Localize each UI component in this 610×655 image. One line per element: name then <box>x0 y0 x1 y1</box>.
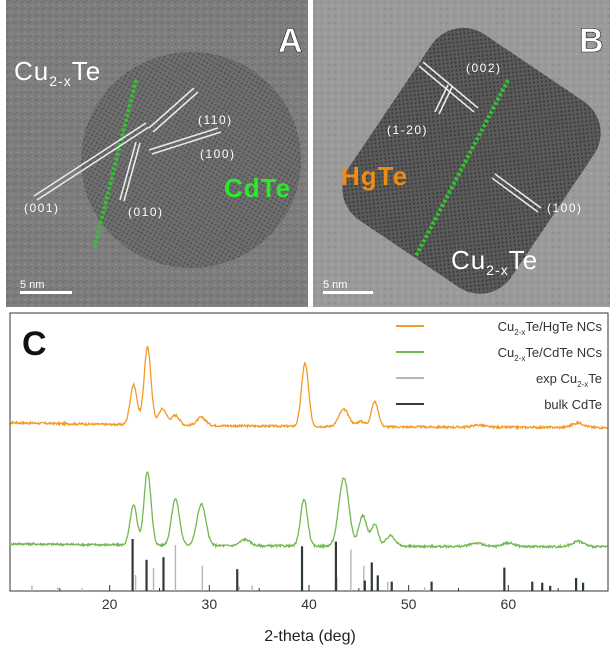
plane-label: (100) <box>200 147 236 161</box>
lattice-plane-markers <box>418 61 542 213</box>
x-tick-label: 30 <box>202 596 218 612</box>
panel-a-tem-image: A Cu2-xTe CdTe (110) (100) (001) (010) 5… <box>6 0 308 307</box>
nanocrystal <box>342 27 601 294</box>
panel-b-tem-image: B HgTe Cu2-xTe (002) (1-20) (100) 5 nm <box>313 0 610 307</box>
scale-bar-label: 5 nm <box>323 279 347 291</box>
nanocrystal <box>81 52 301 268</box>
legend-label: Cu2-xTe/HgTe NCs <box>498 319 603 337</box>
plane-label: (100) <box>547 201 583 215</box>
x-tick-label: 40 <box>301 596 317 612</box>
xrd-trace-1 <box>9 345 608 431</box>
panel-c-xrd-chart: C 20 30 40 50 60 Cu2-xTe/HgTe NCs Cu2-xTe/CdT… <box>0 311 610 650</box>
scale-bar-label: 5 nm <box>20 279 44 291</box>
legend-label: bulk CdTe <box>544 397 602 412</box>
plane-label: (001) <box>24 201 60 215</box>
panel-letter: C <box>22 325 47 363</box>
x-axis: 20 30 40 50 60 <box>9 585 609 612</box>
panel-letter: B <box>579 22 604 60</box>
legend: Cu2-xTe/HgTe NCs Cu2-xTe/CdTe NCs exp Cu2-… <box>396 319 603 412</box>
material-label-cu2xte: Cu2-xTe <box>14 56 101 89</box>
plane-label: (110) <box>198 113 233 127</box>
legend-label: exp Cu2-xTe <box>536 371 602 389</box>
lattice-plane-markers <box>33 87 222 202</box>
x-tick-label: 20 <box>102 596 118 612</box>
x-tick-label: 60 <box>501 596 517 612</box>
scale-bar <box>20 291 72 294</box>
material-label-cu2xte: Cu2-xTe <box>451 245 538 278</box>
reference-lines <box>31 539 585 591</box>
scale-bar <box>323 291 373 294</box>
x-tick-label: 50 <box>401 596 417 612</box>
x-axis-label: 2-theta (deg) <box>264 628 356 645</box>
interface-line <box>413 79 510 259</box>
plane-label: (1-20) <box>387 123 428 137</box>
plane-label: (010) <box>128 205 164 219</box>
panel-letter: A <box>278 22 303 60</box>
xrd-trace-2 <box>9 471 608 550</box>
legend-label: Cu2-xTe/CdTe NCs <box>498 345 603 363</box>
plane-label: (002) <box>466 61 502 75</box>
material-label-hgte: HgTe <box>341 161 408 191</box>
xrd-traces <box>9 345 608 550</box>
material-label-cdte: CdTe <box>224 173 291 203</box>
interface-line <box>92 79 138 251</box>
